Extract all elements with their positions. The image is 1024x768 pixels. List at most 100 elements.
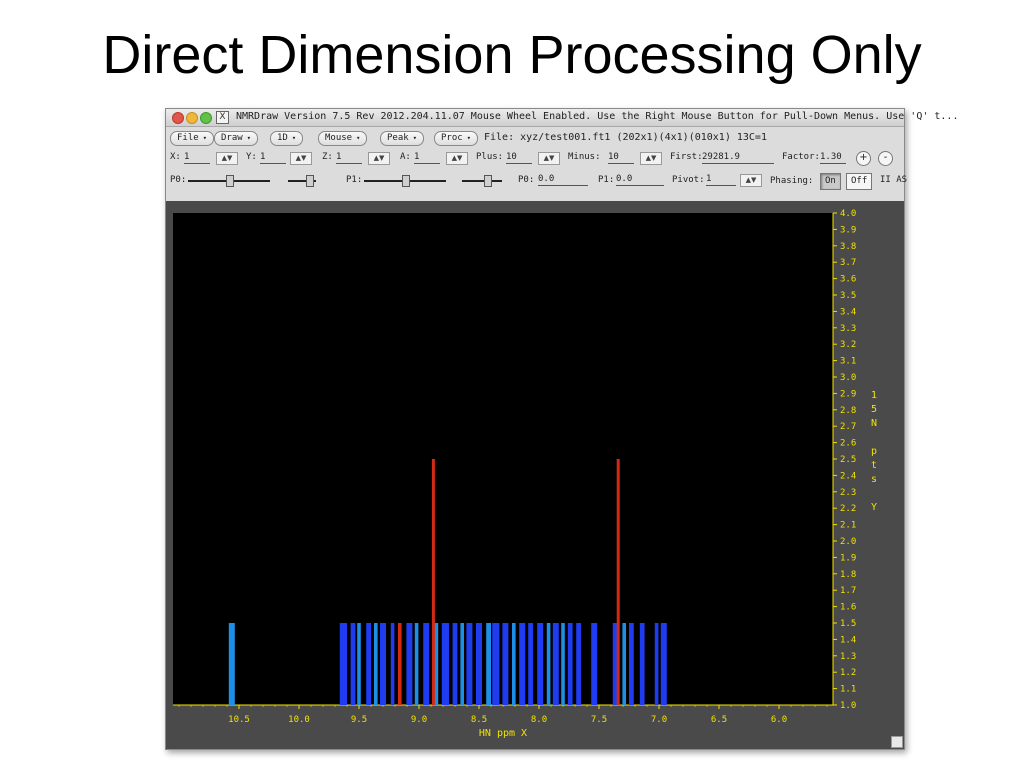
phasing-toolbar: P0: P1: P0: 0.0 P1: 0.0 Pivot: 1 ▲▼ Phas… <box>166 171 908 193</box>
nmrdraw-window: X NMRDraw Version 7.5 Rev 2012.204.11.07… <box>165 108 958 750</box>
first-field[interactable]: 29281.9 <box>702 152 774 164</box>
chevron-down-icon: ▾ <box>246 134 251 142</box>
spectrum-plot[interactable]: 4.0 3.9 3.8 3.7 3.6 3.5 3.4 3.3 3.2 3.1 3.0 2.9 2.8 2… <box>166 201 904 749</box>
close-window-button[interactable] <box>172 112 184 124</box>
x-tick-label: 10.0 <box>288 715 310 725</box>
x-spinner[interactable]: ▲▼ <box>216 152 238 165</box>
x-tick-label: 6.0 <box>771 715 787 725</box>
y-axis-label-char: Y <box>871 502 877 513</box>
z-field[interactable]: 1 <box>336 152 362 164</box>
plus-field[interactable]: 10 <box>506 152 532 164</box>
x11-icon: X <box>216 111 229 124</box>
spectrum-bar <box>546 623 551 705</box>
p1-label: P1: <box>598 175 615 185</box>
p1-field[interactable]: 0.0 <box>616 174 664 186</box>
x-tick-label: 9.5 <box>351 715 367 725</box>
extra-label: II AS <box>880 175 908 185</box>
spectrum-bar <box>374 623 378 705</box>
factor-field[interactable]: 1.30 <box>820 152 846 164</box>
y-tick-label: 2.9 <box>840 389 856 399</box>
x-tick-label: 9.0 <box>411 715 427 725</box>
y-tick-label: 2.3 <box>840 488 856 498</box>
y-tick-label: 3.8 <box>840 242 856 252</box>
1d-menu-label: 1D <box>277 133 288 143</box>
p0-field[interactable]: 0.0 <box>538 174 588 186</box>
y-axis-label-char: t <box>871 460 877 471</box>
y-tick-label: 3.1 <box>840 357 856 367</box>
1d-menu-button[interactable]: 1D ▾ <box>270 131 304 146</box>
spectrum-bar <box>357 623 361 705</box>
y-field[interactable]: 1 <box>260 152 286 164</box>
y-tick-label: 2.2 <box>840 504 856 514</box>
y-tick-label: 2.4 <box>840 471 856 481</box>
file-info: File: xyz/test001.ft1 (202x1)(4x1)(010x1… <box>484 132 767 143</box>
zoom-window-button[interactable] <box>200 112 212 124</box>
x-field[interactable]: 1 <box>184 152 210 164</box>
y-tick-label: 1.1 <box>840 685 856 695</box>
phasing-on-button[interactable]: On <box>820 173 841 190</box>
y-tick-label: 2.6 <box>840 439 856 449</box>
spectrum-bar <box>460 623 464 705</box>
y-tick-label: 1.8 <box>840 570 856 580</box>
spectrum-bar <box>519 623 526 705</box>
increase-button[interactable]: + <box>856 151 871 166</box>
minus-label: Minus: <box>568 152 601 162</box>
a-spinner[interactable]: ▲▼ <box>446 152 468 165</box>
z-label: Z: <box>322 152 333 162</box>
y-axis-label-char: 1 <box>871 390 877 401</box>
spectrum-bar <box>502 623 509 705</box>
spectrum-bar <box>486 623 491 705</box>
p1-fine-slider[interactable] <box>462 180 502 182</box>
p1-coarse-slider-handle[interactable] <box>402 175 410 187</box>
y-tick-label: 4.0 <box>840 209 856 219</box>
spectrum-bar <box>380 623 386 705</box>
y-tick-label: 2.0 <box>840 537 856 547</box>
minus-field[interactable]: 10 <box>608 152 634 164</box>
window-titlebar[interactable]: X NMRDraw Version 7.5 Rev 2012.204.11.07… <box>166 109 958 127</box>
p0-coarse-slider-handle[interactable] <box>226 175 234 187</box>
proc-menu-button[interactable]: Proc ▾ <box>434 131 478 146</box>
p0-fine-slider-handle[interactable] <box>306 175 314 187</box>
spectrum-bar <box>660 623 667 705</box>
y-tick-label: 1.3 <box>840 652 856 662</box>
file-menu-button[interactable]: File ▾ <box>170 131 214 146</box>
y-tick-label: 3.5 <box>840 291 856 301</box>
y-spinner[interactable]: ▲▼ <box>290 152 312 165</box>
y-label: Y: <box>246 152 257 162</box>
decrease-button[interactable]: - <box>878 151 893 166</box>
first-label: First: <box>670 152 703 162</box>
spectrum-bar <box>390 623 395 705</box>
chevron-down-icon: ▾ <box>291 134 297 142</box>
mouse-menu-button[interactable]: Mouse ▾ <box>318 131 368 146</box>
p0-label: P0: <box>518 175 535 185</box>
y-tick-label: 3.2 <box>840 340 856 350</box>
draw-menu-button[interactable]: Draw ▾ <box>214 131 258 146</box>
p1-fine-slider-handle[interactable] <box>484 175 492 187</box>
p0-fine-slider[interactable] <box>288 180 316 182</box>
proc-menu-label: Proc <box>441 133 463 143</box>
spectrum-plot-panel[interactable]: 4.0 3.9 3.8 3.7 3.6 3.5 3.4 3.3 3.2 3.1 3.0 2.9 2.8 2… <box>166 201 904 749</box>
window-title: NMRDraw Version 7.5 Rev 2012.204.11.07 M… <box>236 111 959 122</box>
pivot-spinner[interactable]: ▲▼ <box>740 174 762 187</box>
y-axis-label-char: 5 <box>871 404 877 415</box>
spectrum-bar <box>452 623 458 705</box>
spectrum-bar <box>339 623 347 705</box>
z-spinner[interactable]: ▲▼ <box>368 152 390 165</box>
spectrum-bar <box>423 623 430 705</box>
y-tick-label: 1.2 <box>840 668 856 678</box>
y-tick-label: 3.9 <box>840 225 856 235</box>
minus-spinner[interactable]: ▲▼ <box>640 152 662 165</box>
y-tick-label: 1.6 <box>840 603 856 613</box>
peak-menu-button[interactable]: Peak ▾ <box>380 131 424 146</box>
resize-grip-icon[interactable] <box>891 736 903 748</box>
y-tick-label: 2.8 <box>840 406 856 416</box>
menu-toolbar: File ▾ Draw ▾ 1D ▾ Mouse ▾ Peak ▾ Proc ▾ File:… <box>166 127 904 149</box>
y-tick-label: 2.5 <box>840 455 856 465</box>
phasing-label: Phasing: <box>770 176 814 186</box>
phasing-off-button[interactable]: Off <box>846 173 873 190</box>
minimize-window-button[interactable] <box>186 112 198 124</box>
x-tick-label: 8.0 <box>531 715 547 725</box>
a-field[interactable]: 1 <box>414 152 440 164</box>
plus-spinner[interactable]: ▲▼ <box>538 152 560 165</box>
pivot-field[interactable]: 1 <box>706 174 736 186</box>
